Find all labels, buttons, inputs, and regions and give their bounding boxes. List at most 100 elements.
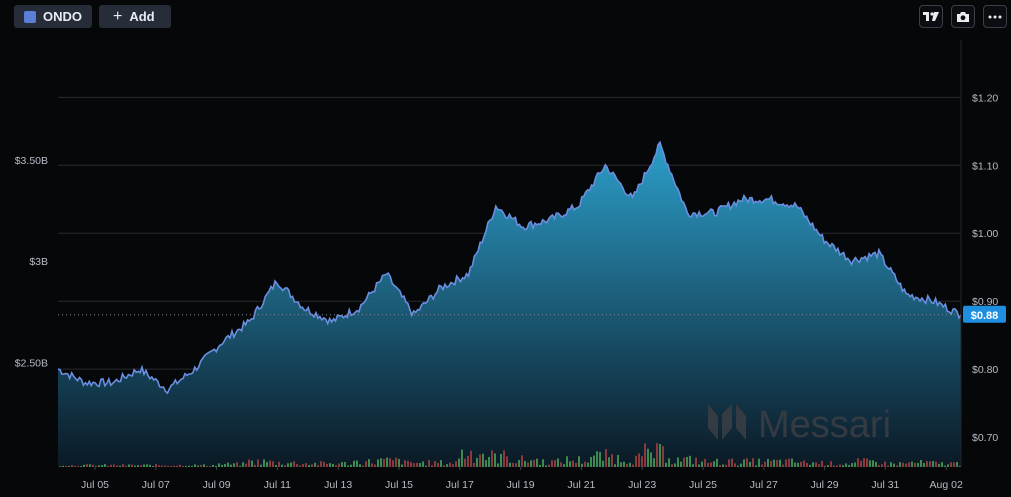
volume-bar [584, 461, 586, 467]
volume-bar [695, 457, 697, 467]
volume-bar [248, 459, 250, 467]
volume-bar [341, 462, 343, 467]
volume-bar [446, 464, 448, 467]
volume-bar [530, 460, 532, 467]
right-tick-label: $0.80 [972, 364, 998, 376]
volume-bar [779, 459, 781, 467]
camera-icon[interactable] [951, 5, 975, 28]
volume-bar [890, 462, 892, 467]
volume-bar [485, 460, 487, 467]
volume-bar [233, 463, 235, 467]
volume-bar [209, 466, 211, 467]
volume-bar [80, 466, 82, 467]
volume-bar [278, 461, 280, 467]
volume-bar [881, 464, 883, 467]
current-price-line: $0.88 [58, 305, 1006, 323]
volume-bar [740, 463, 742, 467]
volume-bar [89, 464, 91, 467]
volume-bar [956, 462, 958, 467]
volume-bar [296, 464, 298, 467]
volume-bar [383, 459, 385, 467]
volume-bar [176, 465, 178, 467]
volume-bar [479, 454, 481, 467]
volume-bar [572, 460, 574, 467]
volume-bar [245, 463, 247, 467]
volume-bar [854, 462, 856, 467]
volume-bar [326, 463, 328, 467]
volume-bar [821, 460, 823, 467]
volume-bar [149, 464, 151, 467]
volume-bar [179, 464, 181, 467]
volume-bar [353, 460, 355, 467]
more-options-icon[interactable] [983, 5, 1007, 28]
volume-bar [224, 463, 226, 467]
volume-bar [59, 466, 61, 467]
volume-bar [629, 462, 631, 467]
volume-bar [221, 464, 223, 467]
volume-bar [464, 458, 466, 467]
volume-bar [818, 464, 820, 467]
volume-bar [920, 459, 922, 467]
volume-bar [395, 457, 397, 467]
volume-bar [743, 459, 745, 467]
volume-bar [110, 464, 112, 467]
volume-bar [218, 463, 220, 467]
volume-bar [575, 462, 577, 467]
volume-bar [776, 460, 778, 467]
volume-bar [539, 464, 541, 467]
volume-bar [590, 456, 592, 467]
volume-bar [293, 461, 295, 467]
volume-bar [662, 446, 664, 467]
left-marketcap-axis: $3.50B $3B $2.50B [15, 155, 48, 370]
volume-bar [701, 461, 703, 467]
right-price-axis: $1.20 $1.10 $1.00 $0.90 $0.80 $0.70 [960, 40, 998, 467]
volume-bar [182, 466, 184, 467]
volume-bar [422, 461, 424, 467]
volume-bar [389, 458, 391, 467]
volume-bar [593, 455, 595, 467]
asset-chip[interactable]: ONDO [14, 5, 92, 28]
volume-bar [434, 461, 436, 467]
volume-bar [323, 461, 325, 467]
volume-bar [959, 465, 961, 467]
volume-bar [374, 464, 376, 467]
volume-bar [683, 457, 685, 467]
volume-bar [122, 464, 124, 467]
volume-bar [932, 461, 934, 467]
volume-bar [86, 464, 88, 467]
volume-bar [800, 461, 802, 467]
tradingview-logo-icon[interactable] [919, 5, 943, 28]
volume-bar [632, 464, 634, 467]
volume-bar [347, 465, 349, 467]
volume-bar [734, 463, 736, 467]
volume-bar [113, 464, 115, 467]
add-label: Add [129, 9, 155, 24]
volume-bar [857, 458, 859, 467]
volume-bar [773, 459, 775, 467]
volume-bar [476, 457, 478, 467]
volume-bar [263, 459, 265, 467]
volume-bar [692, 464, 694, 467]
volume-bar [281, 464, 283, 467]
ellipsis-glyph [988, 15, 1002, 18]
volume-bar [83, 464, 85, 467]
right-tick-label: $1.00 [972, 228, 998, 240]
left-tick-label: $2.50B [15, 357, 48, 369]
volume-bar [869, 460, 871, 467]
x-tick-label: Jul 09 [203, 479, 231, 491]
volume-bar [602, 460, 604, 467]
volume-bar [875, 462, 877, 467]
volume-bar [359, 464, 361, 467]
volume-bar [344, 462, 346, 467]
volume-bar [518, 459, 520, 467]
volume-bar [623, 461, 625, 467]
add-button[interactable]: + Add [99, 5, 171, 28]
volume-bar [365, 461, 367, 467]
volume-bar [689, 455, 691, 467]
volume-bar [350, 464, 352, 467]
volume-bar [812, 462, 814, 467]
volume-bar [680, 461, 682, 467]
volume-bar [725, 464, 727, 467]
volume-bar [77, 466, 79, 467]
